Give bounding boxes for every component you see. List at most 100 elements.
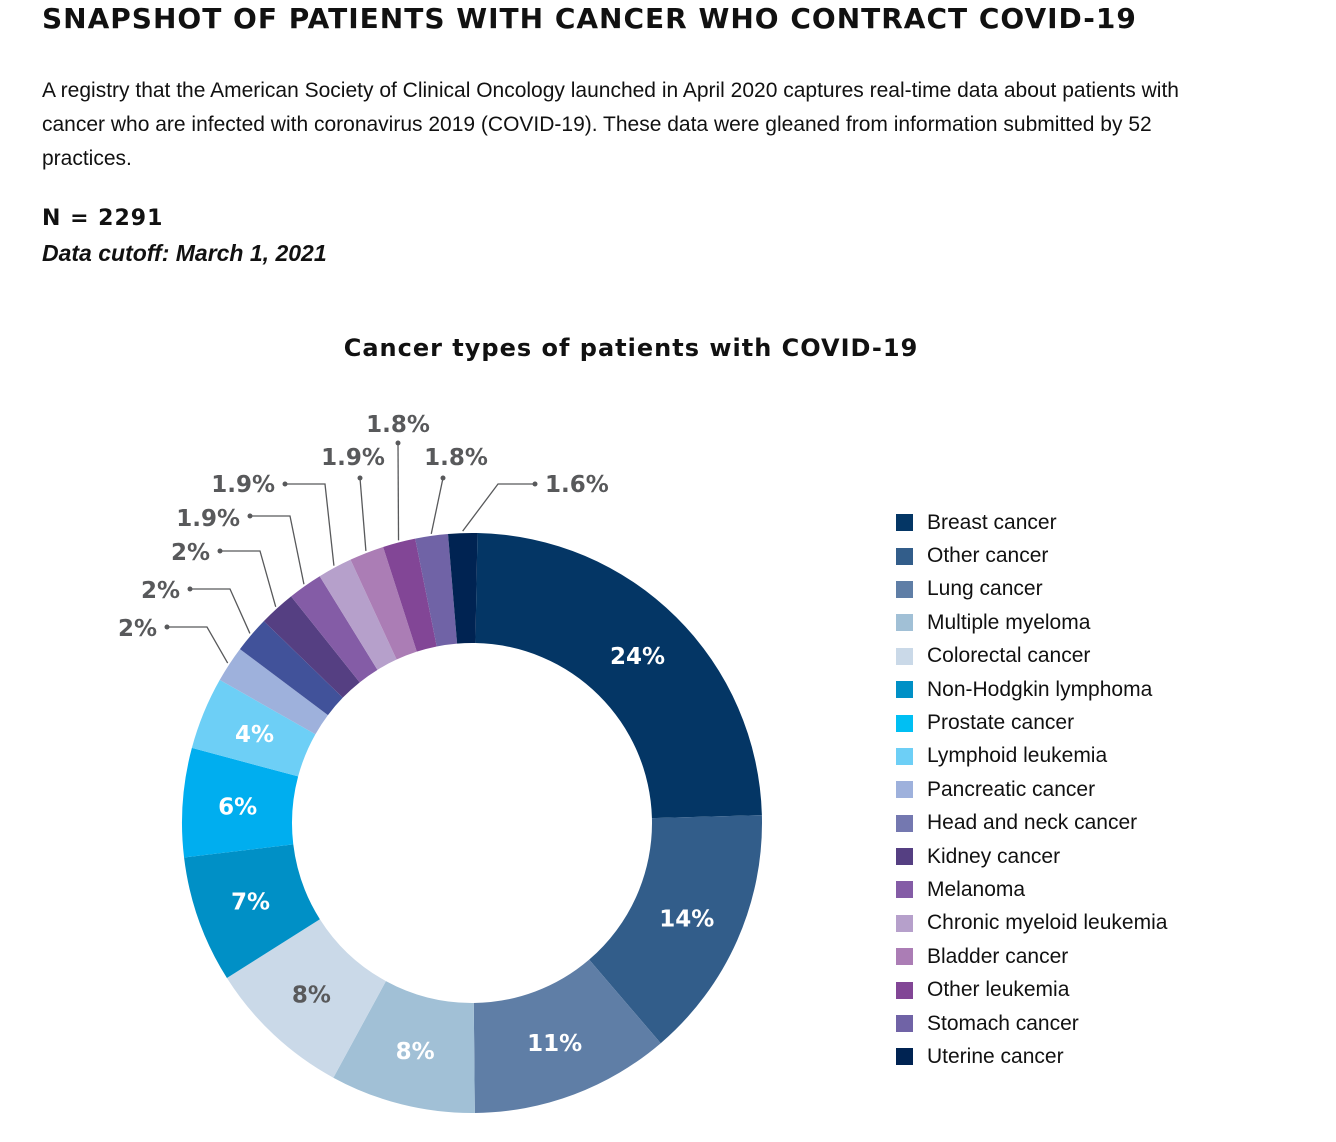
- slice-breast-cancer: [475, 533, 762, 819]
- legend-item: Colorectal cancer: [896, 640, 1167, 673]
- data-label: 7%: [231, 890, 270, 916]
- leader-line: [220, 550, 277, 607]
- leader-dot: [532, 481, 538, 487]
- leader-line: [285, 483, 335, 566]
- leader-dot: [164, 624, 170, 630]
- legend-swatch: [896, 580, 913, 598]
- legend-item: Melanoma: [896, 873, 1167, 906]
- slice-uterine-cancer: [448, 533, 478, 644]
- data-label: 8%: [396, 1039, 435, 1065]
- legend-item: Prostate cancer: [896, 706, 1167, 739]
- data-label: 2%: [141, 578, 180, 604]
- legend-swatch: [896, 1015, 913, 1033]
- legend-label: Lung cancer: [927, 577, 1043, 601]
- slice-colorectal-cancer: [226, 919, 386, 1078]
- slice-chronic-myeloid-leukemia: [319, 559, 397, 670]
- legend-item: Stomach cancer: [896, 1007, 1167, 1040]
- leader-line: [167, 626, 229, 664]
- data-label: 14%: [659, 906, 714, 932]
- data-label: 6%: [218, 794, 257, 820]
- leader-dot: [440, 475, 446, 481]
- data-label: 1.9%: [321, 445, 385, 471]
- legend-swatch: [896, 781, 913, 799]
- slice-kidney-cancer: [263, 596, 360, 698]
- leader-line: [397, 442, 400, 541]
- slice-head-and-neck-cancer: [239, 621, 343, 716]
- legend-swatch: [896, 647, 913, 665]
- data-label: 4%: [235, 722, 274, 748]
- slice-melanoma: [291, 576, 378, 683]
- sample-size: N = 2291: [42, 206, 164, 231]
- data-label: 11%: [527, 1031, 582, 1057]
- legend-item: Kidney cancer: [896, 840, 1167, 873]
- legend-label: Head and neck cancer: [927, 811, 1138, 835]
- legend-label: Kidney cancer: [927, 844, 1061, 868]
- legend-item: Lung cancer: [896, 573, 1167, 606]
- slice-other-cancer: [589, 815, 762, 1044]
- legend-label: Colorectal cancer: [927, 644, 1091, 668]
- data-cutoff: Data cutoff: March 1, 2021: [42, 240, 327, 266]
- data-label: 1.8%: [366, 412, 430, 438]
- page-title: SNAPSHOT OF PATIENTS WITH CANCER WHO CON…: [42, 2, 1137, 35]
- legend-item: Chronic myeloid leukemia: [896, 907, 1167, 940]
- slice-other-leukemia: [383, 538, 437, 652]
- legend-label: Prostate cancer: [927, 711, 1075, 735]
- legend-label: Stomach cancer: [927, 1011, 1079, 1035]
- data-label: 2%: [118, 616, 157, 642]
- leader-dot: [247, 513, 253, 519]
- data-label: 1.9%: [176, 506, 240, 532]
- legend-swatch: [896, 814, 913, 832]
- legend-swatch: [896, 848, 913, 866]
- leader-dot: [217, 548, 223, 554]
- leader-line: [462, 483, 535, 532]
- data-label: 24%: [610, 644, 665, 670]
- data-label: 1.8%: [424, 445, 488, 471]
- data-label: 2%: [171, 540, 210, 566]
- legend-swatch: [896, 981, 913, 999]
- slice-multiple-myeloma: [333, 981, 475, 1113]
- legend-label: Non-Hodgkin lymphoma: [927, 677, 1153, 701]
- legend-item: Multiple myeloma: [896, 606, 1167, 639]
- legend-label: Pancreatic cancer: [927, 777, 1096, 801]
- legend-label: Chronic myeloid leukemia: [927, 911, 1168, 935]
- legend-swatch: [896, 714, 913, 732]
- data-label: 8%: [292, 983, 331, 1009]
- leader-line: [190, 588, 251, 634]
- legend-label: Bladder cancer: [927, 944, 1069, 968]
- legend-item: Other cancer: [896, 539, 1167, 572]
- legend-item: Pancreatic cancer: [896, 773, 1167, 806]
- legend-item: Uterine cancer: [896, 1040, 1167, 1073]
- slice-non-hodgkin-lymphoma: [184, 844, 320, 979]
- legend-swatch: [896, 747, 913, 765]
- legend-item: Non-Hodgkin lymphoma: [896, 673, 1167, 706]
- leader-dot: [282, 481, 288, 487]
- leader-dot: [395, 440, 401, 446]
- legend-label: Melanoma: [927, 877, 1026, 901]
- leader-line: [430, 477, 444, 534]
- chart-title: Cancer types of patients with COVID-19: [343, 334, 919, 362]
- legend-swatch: [896, 547, 913, 565]
- slice-lung-cancer: [473, 959, 661, 1113]
- legend: Breast cancer Other cancer Lung cancer Mult…: [896, 506, 1167, 1074]
- legend-label: Other leukemia: [927, 978, 1070, 1002]
- legend-swatch: [896, 514, 913, 532]
- legend-label: Breast cancer: [927, 510, 1057, 534]
- leader-dot: [357, 475, 363, 481]
- leader-line: [250, 515, 305, 585]
- legend-label: Uterine cancer: [927, 1044, 1064, 1068]
- legend-label: Multiple myeloma: [927, 610, 1091, 634]
- description: A registry that the American Society of …: [42, 79, 1179, 170]
- legend-swatch: [896, 1048, 913, 1066]
- slice-stomach-cancer: [415, 533, 458, 647]
- legend-swatch: [896, 881, 913, 899]
- legend-label: Other cancer: [927, 544, 1049, 568]
- slice-bladder-cancer: [350, 546, 417, 660]
- legend-swatch: [896, 614, 913, 632]
- leader-dot: [187, 586, 193, 592]
- legend-label: Lymphoid leukemia: [927, 744, 1108, 768]
- legend-swatch: [896, 681, 913, 699]
- data-label: 1.9%: [211, 472, 275, 498]
- leader-line: [359, 477, 367, 552]
- legend-item: Other leukemia: [896, 973, 1167, 1006]
